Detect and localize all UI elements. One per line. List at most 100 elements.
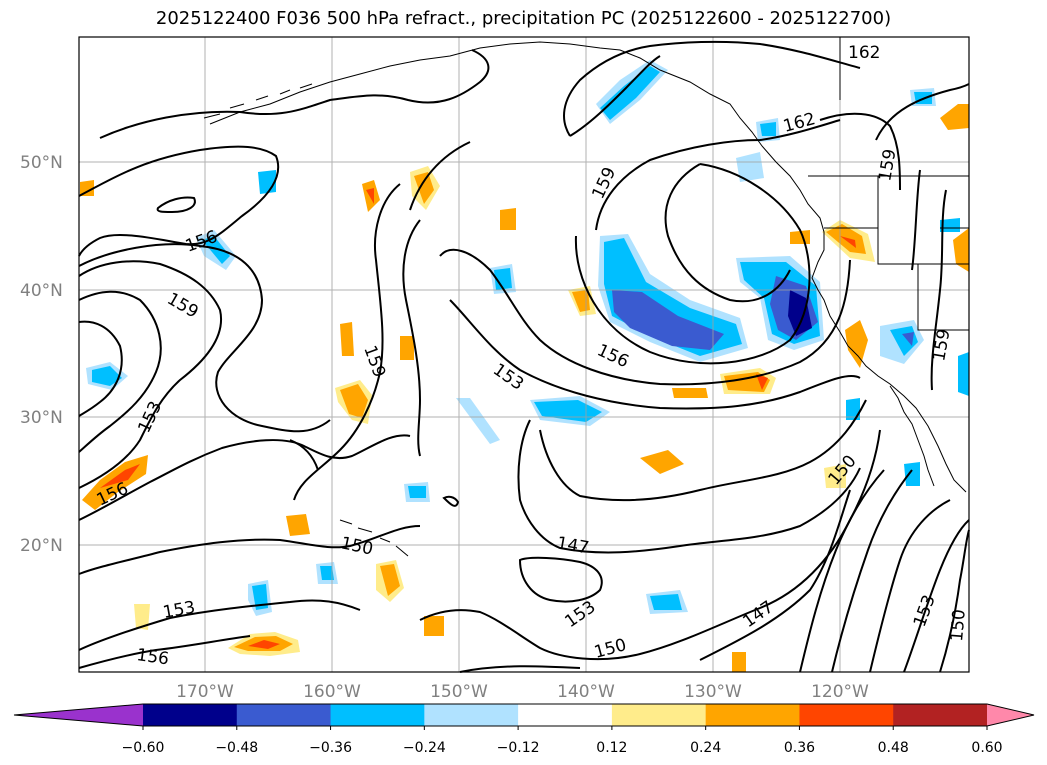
colorbar-tick-label: −0.24	[403, 740, 446, 756]
precip-area	[286, 514, 310, 536]
contour-line	[439, 248, 851, 386]
colorbar-tick-label: −0.36	[309, 740, 352, 756]
contour-line	[78, 260, 223, 489]
contour-line	[402, 219, 422, 457]
contour-label: 162	[848, 43, 880, 63]
precip-area	[456, 398, 500, 444]
colorbar-tick-label: −0.48	[215, 740, 258, 756]
aleutian-islands	[203, 83, 313, 119]
baja-coast	[889, 385, 935, 487]
precip-area	[408, 486, 426, 498]
precip-area	[80, 180, 94, 196]
contour-line	[449, 299, 861, 410]
map-background	[79, 37, 969, 672]
contour-line	[78, 635, 251, 669]
contour-line	[78, 599, 361, 651]
precip-area	[366, 188, 374, 204]
precip-area	[672, 388, 708, 398]
hawaii-islands	[339, 519, 409, 557]
lat-label: 40°N	[20, 281, 63, 301]
precip-area	[500, 208, 516, 230]
precip-area	[732, 652, 746, 672]
lat-label: 20°N	[20, 536, 63, 556]
precip-area	[846, 398, 860, 420]
lon-label: 140°W	[557, 682, 615, 702]
precip-area	[845, 320, 868, 368]
contour-line	[78, 243, 331, 433]
colorbar-tick-label: −0.60	[122, 740, 165, 756]
precip-area	[252, 584, 268, 610]
precip-area	[414, 172, 434, 204]
chart-title: 2025122400 F036 500 hPa refract., precip…	[155, 8, 892, 29]
contour-line	[699, 489, 851, 661]
colorbar-segment	[518, 704, 613, 726]
colorbar-tick-label: 0.12	[596, 740, 627, 756]
contour-line	[78, 145, 280, 257]
contour-line	[442, 495, 460, 507]
contour-line	[869, 499, 951, 673]
precip-area	[736, 152, 764, 182]
contour-line	[409, 141, 471, 211]
precip-area	[134, 604, 150, 630]
colorbar-ticks: −0.60 −0.48 −0.36 −0.24 −0.12 0.12 0.24 0.36 0.4…	[122, 726, 1003, 756]
refractivity-contours	[78, 40, 970, 673]
precip-area	[202, 236, 230, 264]
contour-line	[289, 439, 319, 471]
precip-area	[788, 290, 812, 336]
contour-line	[78, 320, 123, 417]
contour-line	[569, 55, 661, 137]
contour-line	[930, 189, 947, 391]
lat-label: 30°N	[20, 408, 63, 428]
contour-line	[156, 196, 196, 214]
precip-area	[258, 170, 276, 194]
state-border	[917, 264, 969, 331]
colorbar-segment	[14, 704, 143, 726]
colorbar-segment	[330, 704, 425, 726]
contour-line	[517, 419, 861, 554]
coastlines	[203, 37, 969, 557]
precip-area	[400, 336, 414, 360]
precip-area	[904, 462, 920, 486]
contour-label: 156	[135, 645, 170, 669]
colorbar-segment	[799, 704, 894, 726]
precip-area	[100, 464, 140, 488]
alaska-coast	[209, 41, 967, 493]
contour-line	[78, 525, 421, 575]
lon-label: 170°W	[176, 682, 234, 702]
colorbar-segment	[893, 704, 988, 726]
precip-negative-areas	[86, 60, 969, 616]
precip-area	[494, 268, 512, 290]
precip-area	[600, 66, 660, 120]
contour-line	[78, 434, 411, 521]
contour-line	[563, 40, 861, 137]
contour-line	[875, 83, 970, 141]
lon-label: 150°W	[430, 682, 488, 702]
precip-area	[320, 566, 334, 580]
colorbar-tick-label: 0.24	[690, 740, 721, 756]
colorbar-segment	[987, 704, 1034, 726]
contour-line	[664, 163, 791, 303]
contour-line	[539, 399, 867, 502]
precip-area	[902, 332, 914, 346]
colorbar-segment	[143, 704, 238, 726]
colorbar-segment	[424, 704, 519, 726]
contour-line	[595, 119, 841, 231]
contour-line	[99, 49, 490, 139]
colorbar-tick-label: 0.48	[878, 740, 909, 756]
precip-area	[340, 322, 354, 356]
contour-line	[78, 290, 162, 453]
contour-line	[903, 519, 970, 673]
contour-line	[518, 556, 603, 603]
precip-area	[650, 594, 682, 610]
lon-label: 130°W	[684, 682, 742, 702]
contour-line	[939, 529, 970, 673]
precip-area	[640, 450, 684, 474]
contour-line	[459, 665, 581, 673]
precip-area	[953, 228, 969, 272]
contour-line	[911, 169, 921, 271]
precip-area	[760, 122, 776, 136]
precipitation-fields	[80, 60, 969, 672]
colorbar-segment	[611, 704, 707, 726]
map-frame	[78, 36, 970, 673]
